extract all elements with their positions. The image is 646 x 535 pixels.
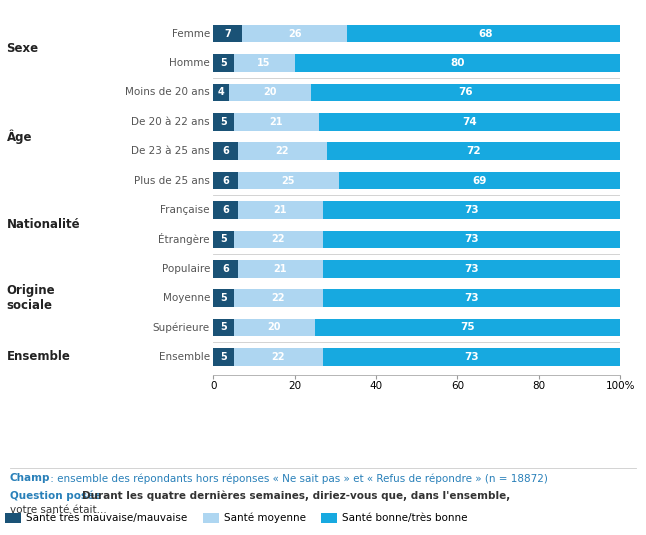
Text: 21: 21	[274, 264, 287, 274]
Text: 22: 22	[276, 146, 289, 156]
Text: De 23 à 25 ans: De 23 à 25 ans	[131, 146, 210, 156]
Text: 76: 76	[458, 87, 473, 97]
Text: 5: 5	[220, 352, 227, 362]
Text: Sexe: Sexe	[6, 42, 39, 55]
Bar	[234, 348, 323, 366]
Text: 5: 5	[220, 234, 227, 244]
Bar	[234, 319, 315, 337]
Text: 7: 7	[224, 29, 231, 39]
Text: 4: 4	[218, 87, 225, 97]
Bar	[213, 142, 238, 160]
Text: 5: 5	[220, 117, 227, 127]
Bar	[319, 113, 620, 131]
Text: 73: 73	[464, 205, 479, 215]
Text: Populaire: Populaire	[162, 264, 210, 274]
Bar	[295, 54, 620, 72]
Text: Durant les quatre dernières semaines, diriez-vous que, dans l'ensemble,: Durant les quatre dernières semaines, di…	[82, 491, 510, 501]
Text: Origine
sociale: Origine sociale	[6, 284, 55, 312]
Bar	[213, 25, 242, 42]
Bar	[213, 113, 234, 131]
Text: Plus de 25 ans: Plus de 25 ans	[134, 175, 210, 186]
Text: 15: 15	[257, 58, 271, 68]
Text: Française: Française	[160, 205, 210, 215]
Text: Champ: Champ	[10, 473, 50, 484]
Legend: Santé très mauvaise/mauvaise, Santé moyenne, Santé bonne/très bonne: Santé très mauvaise/mauvaise, Santé moye…	[5, 513, 468, 523]
Text: Étrangère: Étrangère	[158, 233, 210, 246]
Text: 73: 73	[464, 293, 479, 303]
Text: 69: 69	[473, 175, 487, 186]
Text: 68: 68	[479, 29, 493, 39]
Bar	[238, 201, 323, 219]
Text: Homme: Homme	[169, 58, 210, 68]
Bar	[327, 142, 620, 160]
Text: 22: 22	[271, 352, 285, 362]
Text: 6: 6	[222, 205, 229, 215]
Text: Ensemble: Ensemble	[6, 350, 70, 363]
Bar	[323, 289, 620, 307]
Bar	[213, 172, 238, 189]
Bar	[238, 172, 339, 189]
Text: 26: 26	[288, 29, 301, 39]
Bar	[238, 142, 327, 160]
Bar	[213, 83, 229, 101]
Text: 74: 74	[462, 117, 477, 127]
Text: Nationalité: Nationalité	[6, 218, 80, 231]
Text: 5: 5	[220, 58, 227, 68]
Bar	[213, 348, 234, 366]
Text: 6: 6	[222, 175, 229, 186]
Text: 6: 6	[222, 146, 229, 156]
Text: Âge: Âge	[6, 129, 32, 144]
Text: 20: 20	[267, 323, 281, 332]
Text: 75: 75	[460, 323, 475, 332]
Bar	[213, 201, 238, 219]
Bar	[213, 319, 234, 337]
Text: 5: 5	[220, 323, 227, 332]
Bar	[323, 260, 620, 278]
Text: 73: 73	[464, 234, 479, 244]
Text: : ensemble des répondants hors réponses « Ne sait pas » et « Refus de répondre »: : ensemble des répondants hors réponses …	[47, 473, 547, 484]
Bar	[242, 25, 348, 42]
Text: 80: 80	[450, 58, 464, 68]
Bar	[311, 83, 620, 101]
Bar	[229, 83, 311, 101]
Bar	[213, 231, 234, 248]
Bar	[234, 113, 319, 131]
Text: 22: 22	[271, 293, 285, 303]
Bar	[213, 260, 238, 278]
Text: 73: 73	[464, 264, 479, 274]
Text: Femme: Femme	[172, 29, 210, 39]
Text: 21: 21	[274, 205, 287, 215]
Text: Moyenne: Moyenne	[163, 293, 210, 303]
Text: De 20 à 22 ans: De 20 à 22 ans	[131, 117, 210, 127]
Bar	[238, 260, 323, 278]
Bar	[348, 25, 624, 42]
Bar	[323, 201, 620, 219]
Text: 73: 73	[464, 352, 479, 362]
Bar	[213, 289, 234, 307]
Text: 5: 5	[220, 293, 227, 303]
Text: :: :	[74, 491, 85, 501]
Text: Question posée: Question posée	[10, 491, 101, 501]
Text: 6: 6	[222, 264, 229, 274]
Text: 25: 25	[282, 175, 295, 186]
Text: Supérieure: Supérieure	[153, 322, 210, 333]
Text: 21: 21	[269, 117, 283, 127]
Bar	[234, 289, 323, 307]
Bar	[213, 54, 234, 72]
Bar	[234, 54, 295, 72]
Text: votre santé était...: votre santé était...	[10, 505, 107, 515]
Text: 22: 22	[271, 234, 285, 244]
Bar	[234, 231, 323, 248]
Text: Moins de 20 ans: Moins de 20 ans	[125, 87, 210, 97]
Bar	[339, 172, 620, 189]
Text: 72: 72	[466, 146, 481, 156]
Bar	[323, 231, 620, 248]
Text: Ensemble: Ensemble	[159, 352, 210, 362]
Bar	[315, 319, 620, 337]
Text: 20: 20	[264, 87, 277, 97]
Bar	[323, 348, 620, 366]
